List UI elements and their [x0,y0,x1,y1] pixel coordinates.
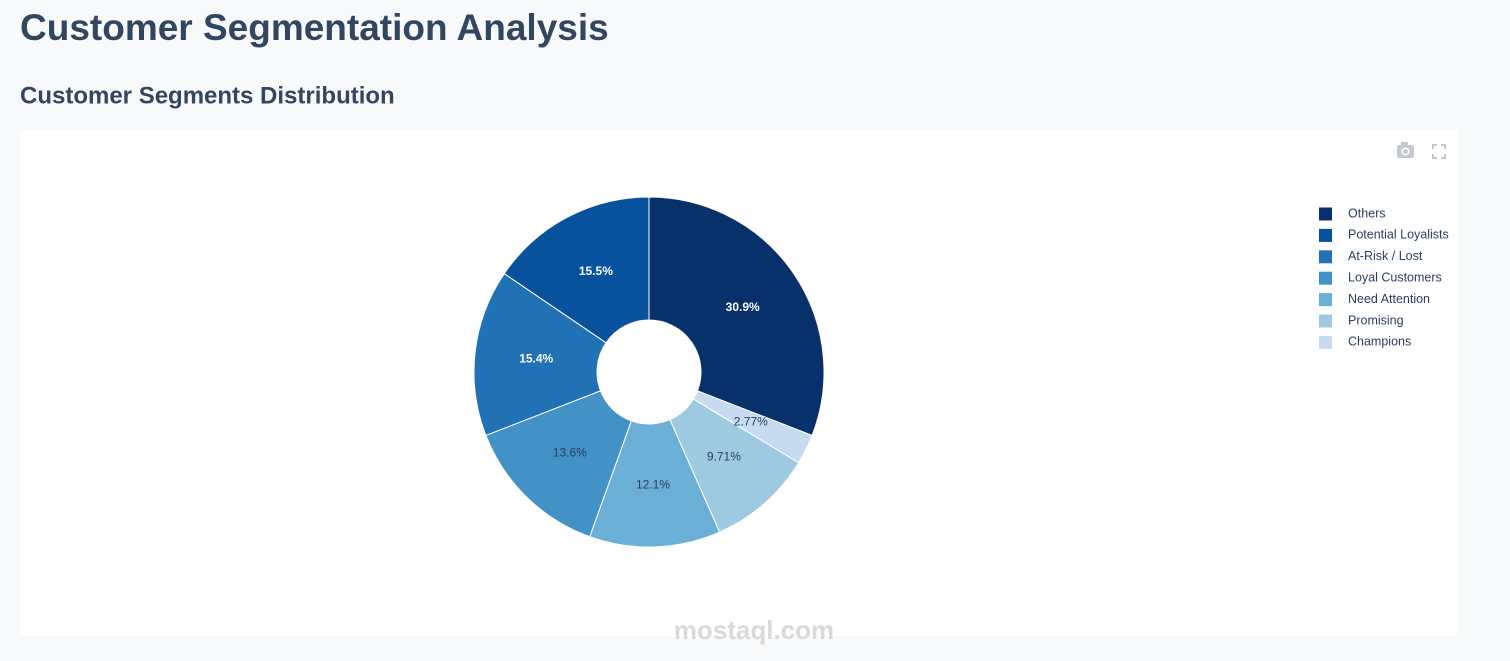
watermark: mostaql.com [674,615,834,645]
pie-slice [485,390,633,538]
pie-slice [503,196,650,344]
pie-slice [692,390,813,464]
pie-slice [589,418,721,548]
slice-label: 12.1% [636,478,670,492]
section-title: Customer Segments Distribution [20,82,395,109]
legend-swatch [1319,335,1332,349]
slice-label: 9.71% [707,449,741,463]
pie-slice [669,398,800,533]
slice-label: 30.9% [726,300,760,314]
legend-label: Need Attention [1348,292,1430,306]
legend-swatch [1319,314,1332,328]
legend-label: Potential Loyalists [1348,228,1449,242]
pie-slice [473,272,607,437]
legend-swatch [1319,271,1332,285]
camera-icon[interactable] [1397,142,1414,158]
slice-label: 15.5% [579,264,613,278]
pie-slice [648,196,825,437]
slice-label: 15.4% [519,351,553,365]
legend-label: Promising [1348,313,1404,327]
legend-swatch [1319,228,1332,242]
legend-label: At-Risk / Lost [1348,249,1423,263]
legend-swatch [1319,207,1332,221]
slice-label: 2.77% [734,414,768,428]
legend-label: Loyal Customers [1348,270,1442,284]
page-title: Customer Segmentation Analysis [20,7,609,48]
legend-swatch [1319,250,1332,264]
fullscreen-icon[interactable] [1432,144,1446,159]
legend-label: Others [1348,206,1386,220]
legend-swatch [1319,293,1332,307]
slice-label: 13.6% [553,445,587,459]
legend-label: Champions [1348,335,1411,349]
